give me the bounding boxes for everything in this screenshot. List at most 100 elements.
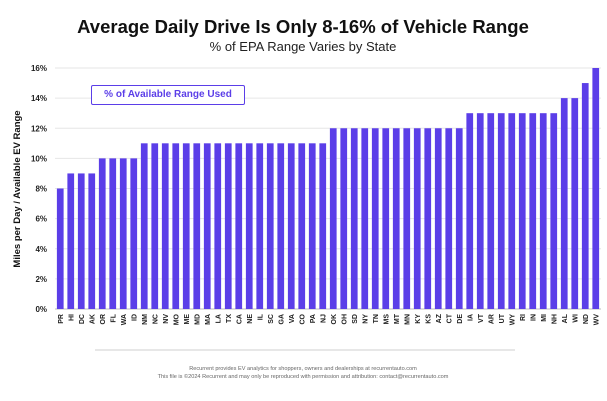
chart-title: Average Daily Drive Is Only 8-16% of Veh… xyxy=(77,16,529,37)
x-tick-label: AZ xyxy=(436,313,443,323)
x-tick-label: WI xyxy=(572,314,579,323)
y-tick-label: 6% xyxy=(35,215,47,224)
bar-ri xyxy=(518,113,526,309)
x-tick-label: AK xyxy=(89,314,96,324)
bar-tn xyxy=(371,128,379,309)
x-tick-label: MS xyxy=(383,314,390,325)
bar-ia xyxy=(466,113,474,309)
x-tick-label: NH xyxy=(551,314,558,324)
x-tick-label: FL xyxy=(110,313,117,322)
legend-box: % of Available Range Used xyxy=(91,85,245,105)
x-tick-label: AR xyxy=(488,314,495,324)
x-tick-label: RI xyxy=(520,314,527,321)
y-tick-label: 12% xyxy=(31,124,47,133)
x-tick-label: MD xyxy=(194,314,201,325)
bar-al xyxy=(560,98,568,309)
bar-sd xyxy=(350,128,358,309)
y-tick-label: 14% xyxy=(31,94,47,103)
x-tick-label: NM xyxy=(142,314,149,325)
x-tick-label: GA xyxy=(278,314,285,325)
x-tick-label: PA xyxy=(310,314,317,323)
x-tick-label: NJ xyxy=(320,314,327,323)
bar-ny xyxy=(361,128,369,309)
bar-mo xyxy=(172,143,180,309)
bar-mi xyxy=(539,113,547,309)
bar-md xyxy=(193,143,201,309)
x-tick-label: OH xyxy=(341,314,348,325)
bar-ks xyxy=(424,128,432,309)
y-tick-label: 2% xyxy=(35,275,47,284)
bar-nh xyxy=(550,113,558,309)
x-tick-label: SD xyxy=(352,314,359,324)
bar-ak xyxy=(88,173,96,309)
bar-tx xyxy=(224,143,232,309)
bar-mt xyxy=(392,128,400,309)
x-tick-label: WY xyxy=(509,314,516,326)
x-tick-label: TN xyxy=(373,314,380,323)
x-tick-label: MN xyxy=(404,314,411,325)
bar-wv xyxy=(592,68,600,309)
x-tick-label: ND xyxy=(583,314,590,324)
x-tick-label: NY xyxy=(362,314,369,324)
bar-me xyxy=(182,143,190,309)
bar-nc xyxy=(151,143,159,309)
y-tick-label: 4% xyxy=(35,245,47,254)
x-tick-label: MI xyxy=(541,314,548,322)
x-tick-label: VA xyxy=(289,314,296,323)
x-tick-label: TX xyxy=(226,314,233,323)
x-tick-label: IN xyxy=(530,314,537,321)
legend-label: % of Available Range Used xyxy=(104,89,232,100)
bar-ca xyxy=(235,143,243,309)
bar-wa xyxy=(119,158,127,309)
bar-wy xyxy=(508,113,516,309)
bar-ky xyxy=(413,128,421,309)
x-tick-label: CO xyxy=(299,313,306,324)
bar-ga xyxy=(277,143,285,309)
y-tick-label: 16% xyxy=(31,64,47,73)
bar-pa xyxy=(308,143,316,309)
bar-la xyxy=(214,143,222,309)
x-tick-label: VT xyxy=(478,313,485,323)
chart-subtitle: % of EPA Range Varies by State xyxy=(210,39,397,54)
y-axis-label: Miles per Day / Available EV Range xyxy=(12,110,23,267)
bar-de xyxy=(455,128,463,309)
bar-sc xyxy=(266,143,274,309)
x-tick-label: KS xyxy=(425,314,432,324)
x-tick-label: KY xyxy=(415,314,422,324)
x-tick-label: AL xyxy=(562,313,569,323)
x-tick-label: MO xyxy=(173,313,180,325)
bar-va xyxy=(287,143,295,309)
bar-nm xyxy=(140,143,148,309)
x-tick-label: OR xyxy=(100,314,107,325)
bar-wi xyxy=(571,98,579,309)
x-tick-label: DE xyxy=(457,314,464,324)
x-tick-label: NC xyxy=(152,314,159,324)
bar-or xyxy=(98,158,106,309)
bar-nj xyxy=(319,143,327,309)
bar-co xyxy=(298,143,306,309)
x-tick-label: WA xyxy=(121,314,128,325)
bar-dc xyxy=(77,173,85,309)
bar-in xyxy=(529,113,537,309)
x-tick-label: NE xyxy=(247,314,254,324)
bar-ma xyxy=(203,143,211,309)
bar-nd xyxy=(581,83,589,309)
y-tick-label: 0% xyxy=(35,305,47,314)
x-tick-label: PR xyxy=(58,314,65,324)
bar-id xyxy=(130,158,138,309)
x-tick-label: IA xyxy=(467,314,474,321)
x-tick-label: UT xyxy=(499,313,506,323)
x-tick-label: CA xyxy=(236,314,243,324)
x-tick-label: MT xyxy=(394,313,401,324)
x-tick-label: SC xyxy=(268,314,275,324)
bar-ar xyxy=(487,113,495,309)
footer-line-2: This file is ©2024 Recurrent and may onl… xyxy=(158,373,449,380)
bars xyxy=(56,68,600,309)
bar-mn xyxy=(403,128,411,309)
y-tick-label: 10% xyxy=(31,154,47,163)
x-tick-label: ID xyxy=(131,314,138,321)
x-tick-label: OK xyxy=(331,314,338,325)
x-tick-label: WV xyxy=(593,314,600,326)
